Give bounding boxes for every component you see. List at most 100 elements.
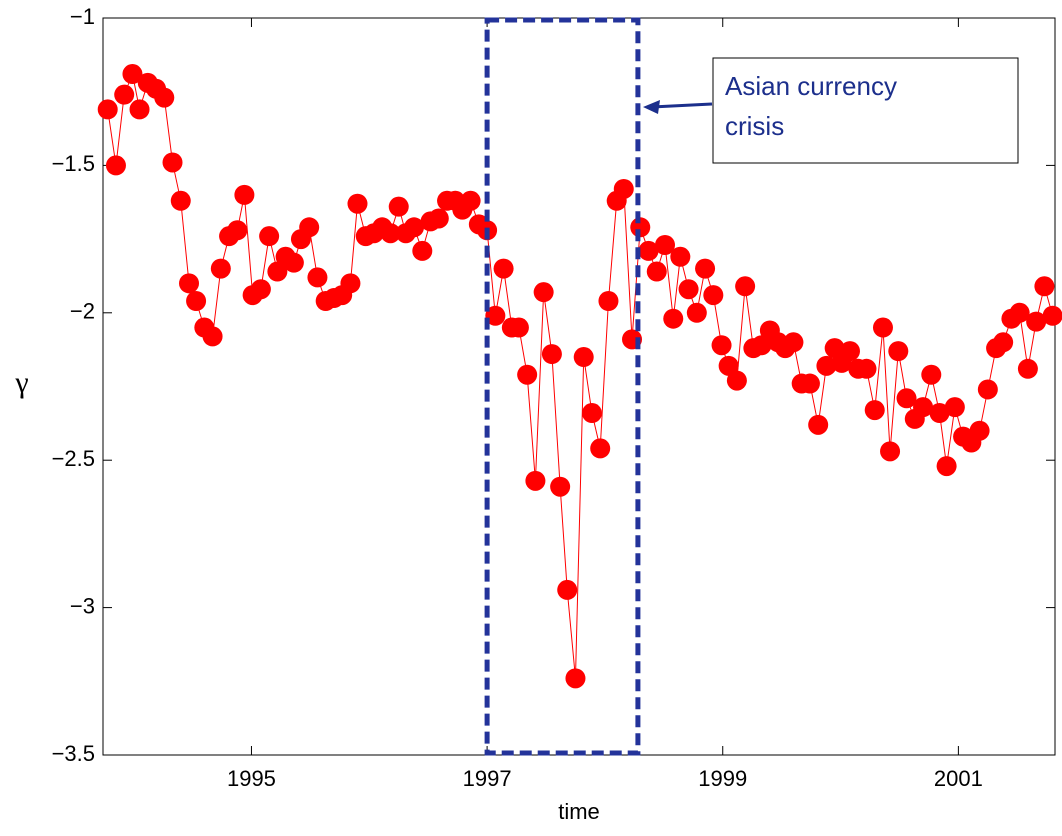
- marker: [122, 64, 143, 85]
- marker: [808, 414, 829, 435]
- marker: [186, 291, 207, 312]
- marker: [485, 305, 506, 326]
- marker: [726, 370, 747, 391]
- marker: [655, 234, 676, 255]
- x-tick-label: 2001: [934, 766, 983, 791]
- marker: [525, 470, 546, 491]
- marker: [517, 364, 538, 385]
- marker: [670, 246, 691, 267]
- marker: [557, 579, 578, 600]
- marker: [1034, 276, 1055, 297]
- marker: [347, 193, 368, 214]
- marker: [896, 388, 917, 409]
- marker: [735, 276, 756, 297]
- marker: [493, 258, 514, 279]
- marker: [1026, 311, 1047, 332]
- marker: [880, 441, 901, 462]
- annotation-text: crisis: [725, 111, 784, 141]
- marker: [105, 155, 126, 176]
- marker: [936, 456, 957, 477]
- marker: [154, 87, 175, 108]
- marker: [888, 341, 909, 362]
- marker: [993, 332, 1014, 353]
- marker: [686, 302, 707, 323]
- marker: [573, 347, 594, 368]
- annotation-arrow: [651, 102, 713, 109]
- marker: [977, 379, 998, 400]
- annotation-text: Asian currency: [725, 71, 897, 101]
- marker: [856, 358, 877, 379]
- marker: [307, 267, 328, 288]
- marker: [210, 258, 231, 279]
- marker: [299, 217, 320, 238]
- marker: [590, 438, 611, 459]
- marker: [751, 335, 772, 356]
- x-tick-label: 1997: [463, 766, 512, 791]
- marker: [929, 403, 950, 424]
- y-tick-label: −2.5: [52, 446, 95, 471]
- annotation-box: [712, 57, 1019, 164]
- series-line: [107, 72, 1054, 679]
- marker: [839, 341, 860, 362]
- y-axis-label: γ: [14, 366, 28, 399]
- x-tick-label: 1995: [227, 766, 276, 791]
- marker: [388, 196, 409, 217]
- marker: [508, 317, 529, 338]
- marker: [283, 252, 304, 273]
- marker: [1009, 302, 1030, 323]
- marker: [114, 84, 135, 105]
- marker: [663, 308, 684, 329]
- marker: [703, 285, 724, 306]
- marker: [404, 217, 425, 238]
- marker: [162, 152, 183, 173]
- marker: [799, 373, 820, 394]
- marker: [695, 258, 716, 279]
- marker: [533, 282, 554, 303]
- marker: [267, 261, 288, 282]
- marker: [550, 476, 571, 497]
- marker: [678, 279, 699, 300]
- y-tick-label: −2: [70, 299, 95, 324]
- marker: [380, 223, 401, 244]
- y-tick-label: −1.5: [52, 151, 95, 176]
- marker: [630, 217, 651, 238]
- marker: [259, 226, 280, 247]
- marker: [1042, 305, 1062, 326]
- marker: [613, 178, 634, 199]
- y-tick-label: −3.5: [52, 741, 95, 766]
- marker: [1017, 358, 1038, 379]
- marker: [718, 355, 739, 376]
- marker: [234, 184, 255, 205]
- marker: [460, 190, 481, 211]
- marker: [872, 317, 893, 338]
- marker: [638, 240, 659, 261]
- marker: [412, 240, 433, 261]
- marker: [598, 291, 619, 312]
- marker: [783, 332, 804, 353]
- marker: [864, 400, 885, 421]
- marker: [541, 344, 562, 365]
- annotation-arrowhead: [643, 100, 660, 114]
- marker: [250, 279, 271, 300]
- marker: [565, 668, 586, 689]
- highlight-box: [484, 17, 641, 756]
- marker: [227, 220, 248, 241]
- marker: [428, 208, 449, 229]
- marker: [202, 326, 223, 347]
- marker: [179, 273, 200, 294]
- marker: [944, 397, 965, 418]
- y-tick-label: −3: [70, 593, 95, 618]
- marker: [129, 99, 150, 120]
- marker: [921, 364, 942, 385]
- marker: [170, 190, 191, 211]
- marker: [913, 397, 934, 418]
- marker: [97, 99, 118, 120]
- marker: [816, 355, 837, 376]
- marker: [581, 403, 602, 424]
- marker: [969, 420, 990, 441]
- x-tick-label: 1999: [698, 766, 747, 791]
- marker: [646, 261, 667, 282]
- marker: [340, 273, 361, 294]
- marker: [711, 335, 732, 356]
